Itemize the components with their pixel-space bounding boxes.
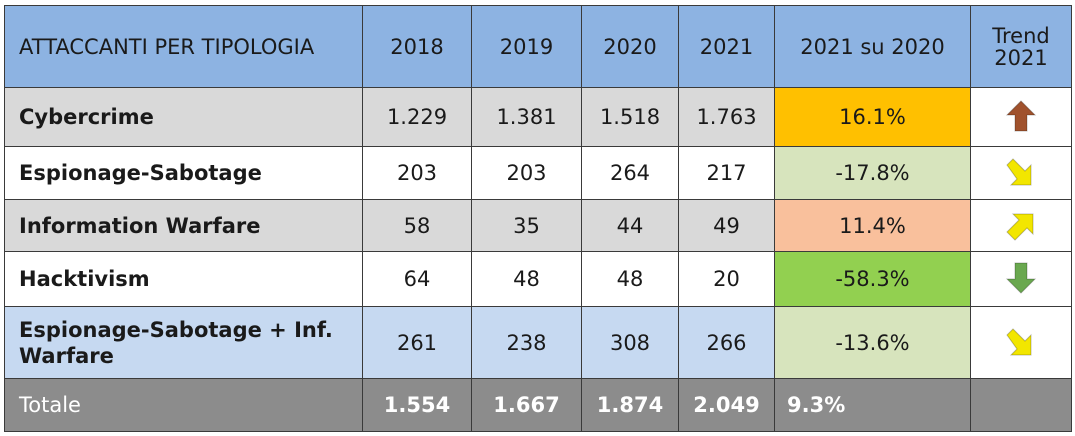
header-trend-line1: Trend bbox=[992, 23, 1050, 48]
header-2018: 2018 bbox=[362, 5, 472, 88]
cell-2018: 64 bbox=[362, 251, 472, 307]
cell-change: -58.3% bbox=[774, 251, 971, 307]
cell-2018: 203 bbox=[362, 146, 472, 200]
trend-cell bbox=[970, 87, 1072, 147]
header-trend-line2: 2021 bbox=[994, 45, 1048, 70]
cell-2018: 58 bbox=[362, 199, 472, 252]
thick-up-arrow-icon bbox=[1005, 100, 1037, 132]
cell-2019: 1.381 bbox=[471, 87, 582, 147]
row-label: Hacktivism bbox=[4, 251, 363, 307]
cell-2020: 44 bbox=[581, 199, 679, 252]
cell-2019: 203 bbox=[471, 146, 582, 200]
table-row: Espionage-Sabotage + Inf. Warfare 261 23… bbox=[4, 306, 1072, 379]
cell-2020: 308 bbox=[581, 306, 679, 379]
total-trend bbox=[970, 378, 1072, 432]
header-category: ATTACCANTI PER TIPOLOGIA bbox=[4, 5, 363, 88]
trend-arrow-shape bbox=[1005, 100, 1037, 132]
table-row: Information Warfare 58 35 44 49 11.4% bbox=[4, 199, 1072, 252]
cell-2020: 1.518 bbox=[581, 87, 679, 147]
thick-down-arrow-icon bbox=[1005, 262, 1037, 294]
diagonal-down-arrow-icon bbox=[1006, 158, 1032, 186]
cell-2021: 266 bbox=[678, 306, 775, 379]
total-change: 9.3% bbox=[774, 378, 971, 432]
diagonal-up-arrow-icon bbox=[1006, 213, 1034, 241]
total-2019: 1.667 bbox=[471, 378, 582, 432]
header-change: 2021 su 2020 bbox=[774, 5, 971, 88]
row-label-line2: Warfare bbox=[19, 343, 114, 368]
cell-2020: 48 bbox=[581, 251, 679, 307]
total-row: Totale 1.554 1.667 1.874 2.049 9.3% bbox=[4, 378, 1072, 432]
trend-cell bbox=[970, 199, 1072, 252]
trend-arrow-shape bbox=[1005, 262, 1037, 294]
cell-change: -13.6% bbox=[774, 306, 971, 379]
trend-arrow-shape bbox=[1006, 213, 1034, 241]
cell-2018: 261 bbox=[362, 306, 472, 379]
cell-2019: 35 bbox=[471, 199, 582, 252]
total-2020: 1.874 bbox=[581, 378, 679, 432]
cell-2021: 49 bbox=[678, 199, 775, 252]
total-2018: 1.554 bbox=[362, 378, 472, 432]
table-row: Cybercrime 1.229 1.381 1.518 1.763 16.1% bbox=[4, 87, 1072, 147]
cell-change: -17.8% bbox=[774, 146, 971, 200]
cell-2019: 238 bbox=[471, 306, 582, 379]
cell-change: 16.1% bbox=[774, 87, 971, 147]
cell-2019: 48 bbox=[471, 251, 582, 307]
trend-cell bbox=[970, 146, 1072, 200]
header-trend: Trend 2021 bbox=[970, 5, 1072, 88]
attackers-table: ATTACCANTI PER TIPOLOGIA 2018 2019 2020 … bbox=[4, 5, 1072, 432]
total-label: Totale bbox=[4, 378, 363, 432]
total-2021: 2.049 bbox=[678, 378, 775, 432]
header-2019: 2019 bbox=[471, 5, 582, 88]
row-label-line1: Espionage-Sabotage + Inf. bbox=[19, 317, 333, 342]
trend-arrow-shape bbox=[1006, 327, 1032, 355]
header-2021: 2021 bbox=[678, 5, 775, 88]
cell-change: 11.4% bbox=[774, 199, 971, 252]
cell-2021: 1.763 bbox=[678, 87, 775, 147]
diagonal-down-arrow-icon bbox=[1006, 327, 1032, 355]
table-row: Hacktivism 64 48 48 20 -58.3% bbox=[4, 251, 1072, 307]
row-label: Espionage-Sabotage + Inf. Warfare bbox=[4, 306, 363, 379]
cell-2021: 217 bbox=[678, 146, 775, 200]
trend-cell bbox=[970, 306, 1072, 379]
cell-2021: 20 bbox=[678, 251, 775, 307]
row-label: Espionage-Sabotage bbox=[4, 146, 363, 200]
row-label: Information Warfare bbox=[4, 199, 363, 252]
header-row: ATTACCANTI PER TIPOLOGIA 2018 2019 2020 … bbox=[4, 5, 1072, 88]
trend-arrow-shape bbox=[1006, 158, 1032, 186]
row-label: Cybercrime bbox=[4, 87, 363, 147]
table-row: Espionage-Sabotage 203 203 264 217 -17.8… bbox=[4, 146, 1072, 200]
cell-2020: 264 bbox=[581, 146, 679, 200]
cell-2018: 1.229 bbox=[362, 87, 472, 147]
trend-cell bbox=[970, 251, 1072, 307]
header-2020: 2020 bbox=[581, 5, 679, 88]
